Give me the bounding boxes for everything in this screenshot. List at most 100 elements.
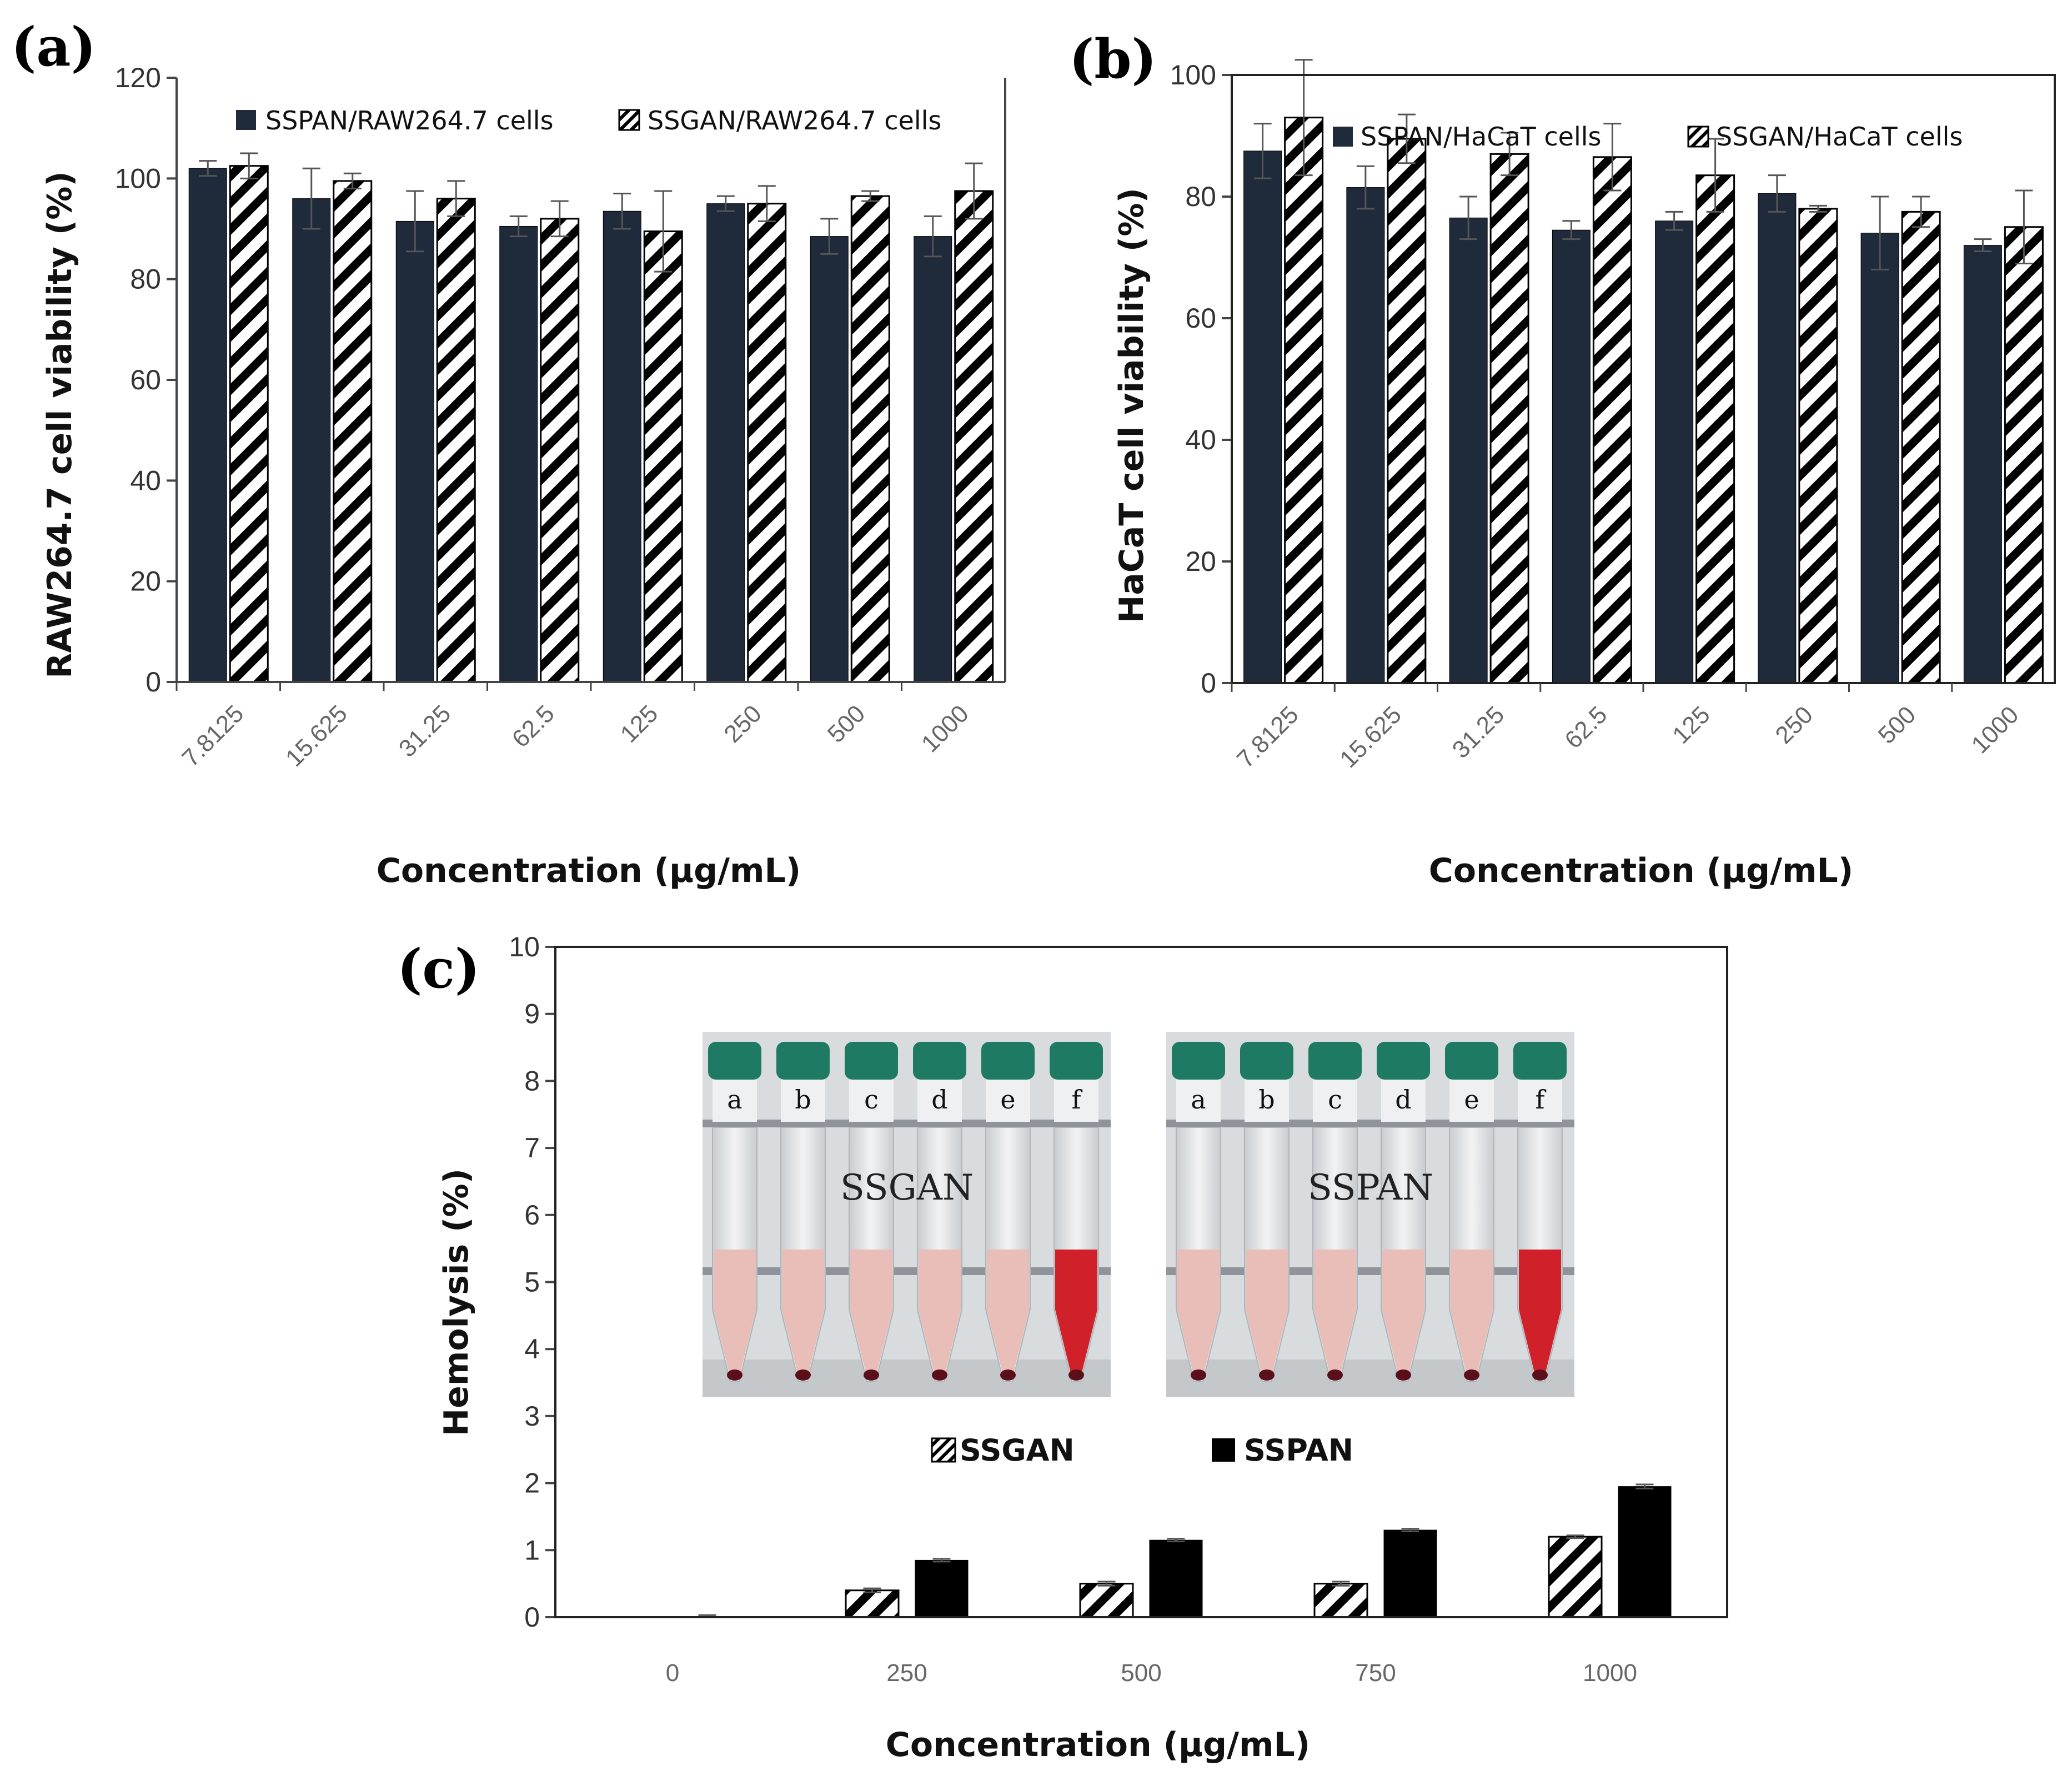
bar-ssgan-raw264-7-cells-6 [850, 195, 890, 683]
rack-bar [703, 1267, 1111, 1275]
panel-b-legend: SSPAN/HaCaT cells SSGAN/HaCaT cells [1333, 122, 1963, 152]
bar-ssgan-hacat-cells-0 [1284, 117, 1324, 684]
photo-background [703, 1032, 1111, 1397]
error-bar [861, 190, 880, 202]
bar-ssgan-raw264-7-cells-1 [333, 180, 373, 683]
tube-letter: d [931, 1085, 947, 1115]
photo-label-ssgan: SSGAN [840, 1167, 974, 1208]
tube-letter: b [1258, 1085, 1275, 1115]
panel-a-x-axis-label: Concentration (μg/mL) [377, 851, 801, 890]
x-tick-label: 1000 [1583, 1659, 1637, 1687]
x-tick-label: 62.5 [507, 700, 560, 752]
error-bar [1167, 1538, 1185, 1543]
error-bar [1974, 238, 1992, 253]
bar-sspan-raw264-7-cells-5 [706, 203, 745, 683]
panel-c-legend: SSGAN SSPAN [931, 1433, 1353, 1468]
y-tick-label: 20 [1185, 546, 1216, 577]
legend-label-series-2: SSGAN/RAW264.7 cells [648, 106, 941, 136]
bar-sspan-hacat-cells-1 [1346, 187, 1385, 684]
panel-b-y-ticks: 0 20 40 60 80 100 [1170, 59, 1232, 699]
bar-sspan-raw264-7-cells-7 [914, 236, 952, 683]
legend-label-series-1: SSPAN/RAW264.7 cells [265, 106, 554, 136]
bar-ssgan-raw264-7-cells-7 [954, 190, 994, 683]
rack-bar [1166, 1120, 1574, 1127]
bar-ssgan-hacat-cells-4 [1695, 174, 1735, 684]
bar-ssgan-raw264-7-cells-0 [229, 165, 269, 683]
y-tick-label: 80 [1185, 181, 1216, 212]
x-tick-label: 250 [1770, 701, 1818, 749]
tube-letter: b [795, 1085, 811, 1115]
y-tick-label: 60 [1185, 303, 1216, 334]
legend-label-series-2: SSGAN/HaCaT cells [1716, 122, 1963, 152]
y-tick-label: 0 [146, 666, 161, 698]
bar-sspan-hacat-cells-2 [1449, 217, 1488, 684]
panel-a-letter: (a) [11, 16, 96, 78]
bar-ssgan-hacat-cells-5 [1798, 208, 1838, 684]
y-tick-label: 6 [524, 1200, 540, 1231]
error-bar [1332, 1581, 1350, 1587]
tube-letter: f [1071, 1085, 1082, 1115]
error-bar [1871, 195, 1889, 270]
legend-label-series-1: SSPAN/HaCaT cells [1361, 122, 1602, 152]
y-tick-label: 20 [130, 566, 161, 597]
legend-swatch-hatched [618, 109, 640, 131]
tube-letter: f [1535, 1085, 1546, 1115]
rack-bar [703, 1120, 1111, 1127]
panel-a-bars [188, 152, 994, 683]
x-tick-label: 250 [886, 1659, 927, 1687]
legend-label-ssgan: SSGAN [960, 1433, 1075, 1468]
error-bar [447, 180, 465, 217]
error-bar [1562, 220, 1581, 240]
y-tick-label: 120 [115, 62, 161, 93]
panel-b-bars [1243, 59, 2044, 684]
x-tick-label: 15.625 [280, 700, 353, 772]
panel-a-y-axis-label: RAW264.7 cell viability (%) [41, 171, 79, 679]
bar-sspan-raw264-7-cells-1 [292, 198, 331, 683]
x-tick-label: 31.25 [394, 700, 456, 762]
tube: b [776, 1042, 830, 1382]
bar-ssgan-raw264-7-cells-2 [436, 198, 476, 683]
error-bar [240, 152, 258, 179]
bar-ssgan-hacat-cells-7 [2004, 226, 2044, 684]
bar-ssgan-3 [1313, 1583, 1368, 1618]
error-bar [924, 215, 942, 258]
tube: e [981, 1042, 1035, 1382]
error-bar [343, 172, 362, 189]
legend-swatch-solid [1212, 1438, 1235, 1462]
bar-sspan-3 [1383, 1529, 1437, 1618]
bar-ssgan-hacat-cells-6 [1901, 210, 1941, 684]
tube: a [1172, 1042, 1225, 1382]
bar-ssgan-hacat-cells-2 [1489, 153, 1529, 684]
x-tick-label: 0 [666, 1659, 679, 1687]
bar-sspan-raw264-7-cells-3 [499, 225, 538, 683]
photo-tubes: a b c d e f [1166, 1042, 1574, 1397]
panel-b-x-axis-label: Concentration (μg/mL) [1429, 851, 1853, 890]
tube-letter: a [727, 1085, 742, 1115]
error-bar [509, 215, 528, 238]
y-tick-label: 7 [524, 1132, 540, 1163]
error-bar [2015, 189, 2033, 264]
rack-base [1166, 1359, 1574, 1397]
panel-c-y-ticks: 0 1 2 3 4 5 6 7 8 9 10 [509, 931, 555, 1633]
y-tick-label: 1 [524, 1534, 540, 1566]
error-bar [1097, 1581, 1116, 1587]
x-tick-label: 1000 [916, 700, 974, 757]
y-tick-label: 9 [524, 999, 540, 1030]
x-tick-label: 500 [1121, 1659, 1161, 1687]
legend-label-sspan: SSPAN [1244, 1433, 1353, 1468]
bar-sspan-4 [1618, 1486, 1672, 1618]
tube-letter: c [1328, 1085, 1342, 1115]
tube: e [1445, 1042, 1498, 1382]
y-tick-label: 5 [524, 1267, 540, 1298]
error-bar [613, 193, 631, 230]
x-tick-label: 250 [719, 700, 767, 748]
bar-ssgan-raw264-7-cells-4 [643, 230, 683, 683]
x-tick-label: 750 [1355, 1659, 1396, 1687]
panel-c-x-axis-label: Concentration (μg/mL) [886, 1725, 1310, 1764]
y-tick-label: 40 [1185, 424, 1216, 455]
tube: a [708, 1042, 761, 1382]
legend-swatch-solid [1333, 127, 1353, 147]
legend-swatch-hatched [1687, 126, 1709, 148]
panel-c-chart: (c) 0 1 2 3 4 5 6 7 8 9 10 0 250 500 750 1000 Hemolysi… [397, 931, 1728, 1764]
tube-letter: e [1464, 1085, 1479, 1115]
